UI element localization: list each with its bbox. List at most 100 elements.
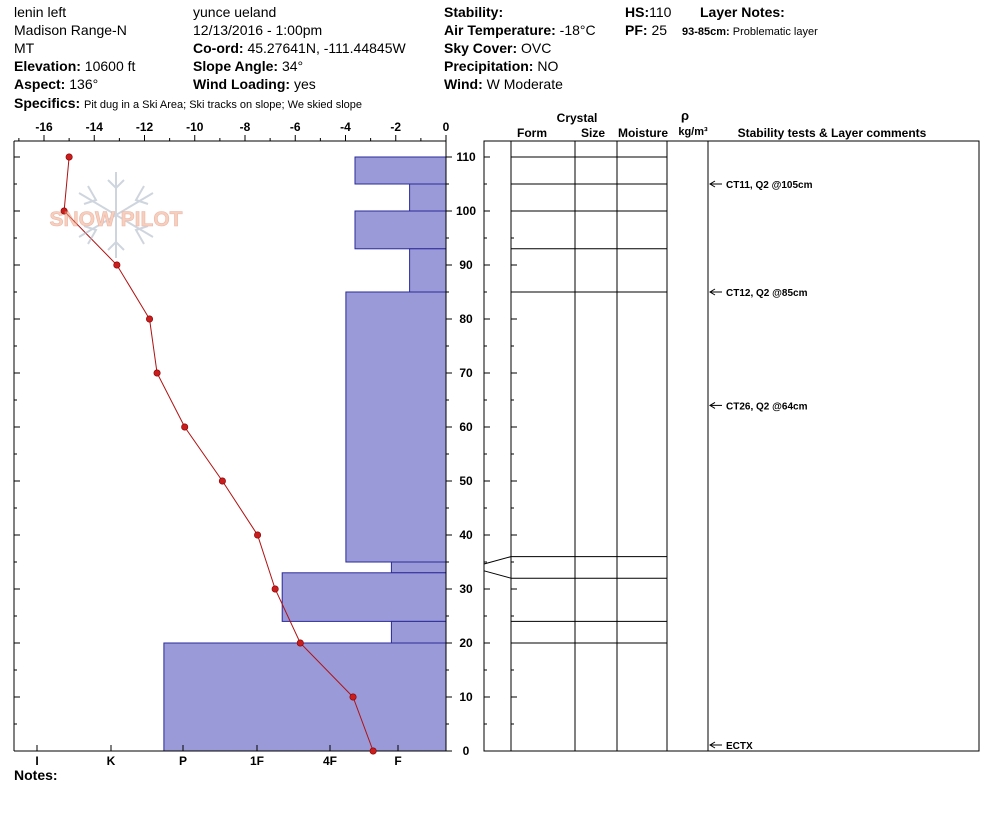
stability-tests-header: Stability tests & Layer comments xyxy=(738,126,927,140)
pf-label: PF: xyxy=(625,22,648,38)
height-tick-label: 110 xyxy=(456,150,476,164)
temp-tick-label: -16 xyxy=(35,120,53,134)
coord-label: Co-ord: xyxy=(193,40,244,56)
stability-test-label: CT26, Q2 @64cm xyxy=(726,401,808,412)
temperature-point xyxy=(218,477,226,485)
temp-tick-label: 0 xyxy=(443,120,450,134)
hardness-layer-4 xyxy=(345,291,447,563)
hardness-layer-0 xyxy=(354,156,447,185)
height-tick-label: 60 xyxy=(459,420,473,434)
moisture-header: Moisture xyxy=(618,126,668,140)
datetime: 12/13/2016 - 1:00pm xyxy=(193,22,323,38)
hs-value: 110 xyxy=(649,4,672,20)
elevation-value: 10600 ft xyxy=(84,58,136,74)
temp-tick-label: -10 xyxy=(186,120,204,134)
hardness-label: I xyxy=(35,754,38,768)
wind-loading-label: Wind Loading: xyxy=(193,76,291,92)
stability-test-label: CT12, Q2 @85cm xyxy=(726,288,808,299)
aspect-label: Aspect: xyxy=(14,76,66,92)
wind: Wind: W Moderate xyxy=(444,76,563,92)
temperature-point xyxy=(181,423,189,431)
hardness-layers xyxy=(163,156,447,752)
wind-value: W Moderate xyxy=(486,76,563,92)
temperature-point xyxy=(254,531,262,539)
notes-label: Notes: xyxy=(14,767,58,783)
temperature-line xyxy=(63,156,374,752)
specifics-label: Specifics: xyxy=(14,95,81,111)
stability-tests: CT11, Q2 @105cm CT12, Q2 @85cm CT26, Q2 @6… xyxy=(709,180,813,752)
air-temp-label: Air Temperature: xyxy=(444,22,556,38)
elevation: Elevation: 10600 ft xyxy=(14,58,135,74)
height-tick-label: 70 xyxy=(459,366,473,380)
hardness-layer-3 xyxy=(409,248,447,293)
slope-value: 34° xyxy=(281,58,304,74)
stability-test-label: ECTX xyxy=(726,741,753,752)
test-arrow-head xyxy=(709,180,716,188)
rho-header: ρ xyxy=(681,108,689,123)
air-temp-value: -18°C xyxy=(559,22,596,38)
hardness-label: K xyxy=(107,754,116,768)
hardness-label: 4F xyxy=(323,754,337,768)
height-tick-label: 100 xyxy=(456,204,476,218)
stability-label: Stability: xyxy=(444,4,504,20)
temp-tick-label: -6 xyxy=(290,120,301,134)
precipitation: Precipitation: NO xyxy=(444,58,558,74)
snowpilot-logo: SNOW PILOT xyxy=(49,172,183,258)
temperature-point xyxy=(369,747,377,755)
hs-label: HS: xyxy=(625,4,650,20)
aspect-value: 136° xyxy=(69,76,99,92)
hardness-layer-8 xyxy=(163,642,447,752)
height-tick-label: 50 xyxy=(459,474,473,488)
sky-value: OVC xyxy=(521,40,552,56)
temperature-point xyxy=(271,585,279,593)
temp-tick-label: -8 xyxy=(240,120,251,134)
height-tick-label: 90 xyxy=(459,258,473,272)
temp-tick-label: -12 xyxy=(136,120,154,134)
specifics-value: Pit dug in a Ski Area; Ski tracks on slo… xyxy=(84,99,363,111)
location: lenin left xyxy=(14,4,67,20)
temperature-point xyxy=(296,639,304,647)
elevation-label: Elevation: xyxy=(14,58,81,74)
hardness-layer-5 xyxy=(390,561,447,574)
slope-angle: Slope Angle: 34° xyxy=(193,58,303,74)
temperature-point xyxy=(65,153,73,161)
temperature-point xyxy=(60,207,68,215)
wind-loading: Wind Loading: yes xyxy=(193,76,316,92)
temperature-point xyxy=(349,693,357,701)
test-arrow-head xyxy=(709,401,716,409)
coord-value: 45.27641N, -111.44845W xyxy=(247,40,406,56)
density-unit-header: kg/m³ xyxy=(678,126,708,138)
wind-label: Wind: xyxy=(444,76,483,92)
hardness-layer-1 xyxy=(409,183,447,212)
layer-connector xyxy=(483,570,512,579)
stability-test-label: CT11, Q2 @105cm xyxy=(726,180,813,191)
state: MT xyxy=(14,40,35,56)
layer-note-range: 93-85cm: xyxy=(682,26,730,38)
test-arrow-head xyxy=(709,741,716,749)
temperature-point xyxy=(146,315,154,323)
snowflake-icon xyxy=(78,172,154,258)
hardness-label: 1F xyxy=(250,754,264,768)
stability: Stability: xyxy=(444,4,503,20)
pf-value: 25 xyxy=(651,22,668,38)
height-tick-label: 10 xyxy=(459,690,473,704)
hardness-layer-6 xyxy=(281,572,447,622)
height-tick-label: 40 xyxy=(459,528,473,542)
size-header: Size xyxy=(581,126,605,140)
aspect: Aspect: 136° xyxy=(14,76,98,92)
layer-panel: CT11, Q2 @105cm CT12, Q2 @85cm CT26, Q2 @6… xyxy=(483,140,980,752)
height-tick-label: 20 xyxy=(459,636,473,650)
hardness-label: P xyxy=(179,754,187,768)
sky-label: Sky Cover: xyxy=(444,40,518,56)
temp-tick-label: -14 xyxy=(86,120,104,134)
height-tick-label: 0 xyxy=(463,744,470,758)
temperature-point xyxy=(113,261,121,269)
test-arrow-head xyxy=(709,288,716,296)
range: Madison Range-N xyxy=(14,22,127,38)
air-temperature: Air Temperature: -18°C xyxy=(444,22,596,38)
specifics: Specifics: Pit dug in a Ski Area; Ski tr… xyxy=(14,95,362,113)
sky-cover: Sky Cover: OVC xyxy=(444,40,551,56)
hardness-layer-7 xyxy=(390,620,447,644)
precip-label: Precipitation: xyxy=(444,58,534,74)
